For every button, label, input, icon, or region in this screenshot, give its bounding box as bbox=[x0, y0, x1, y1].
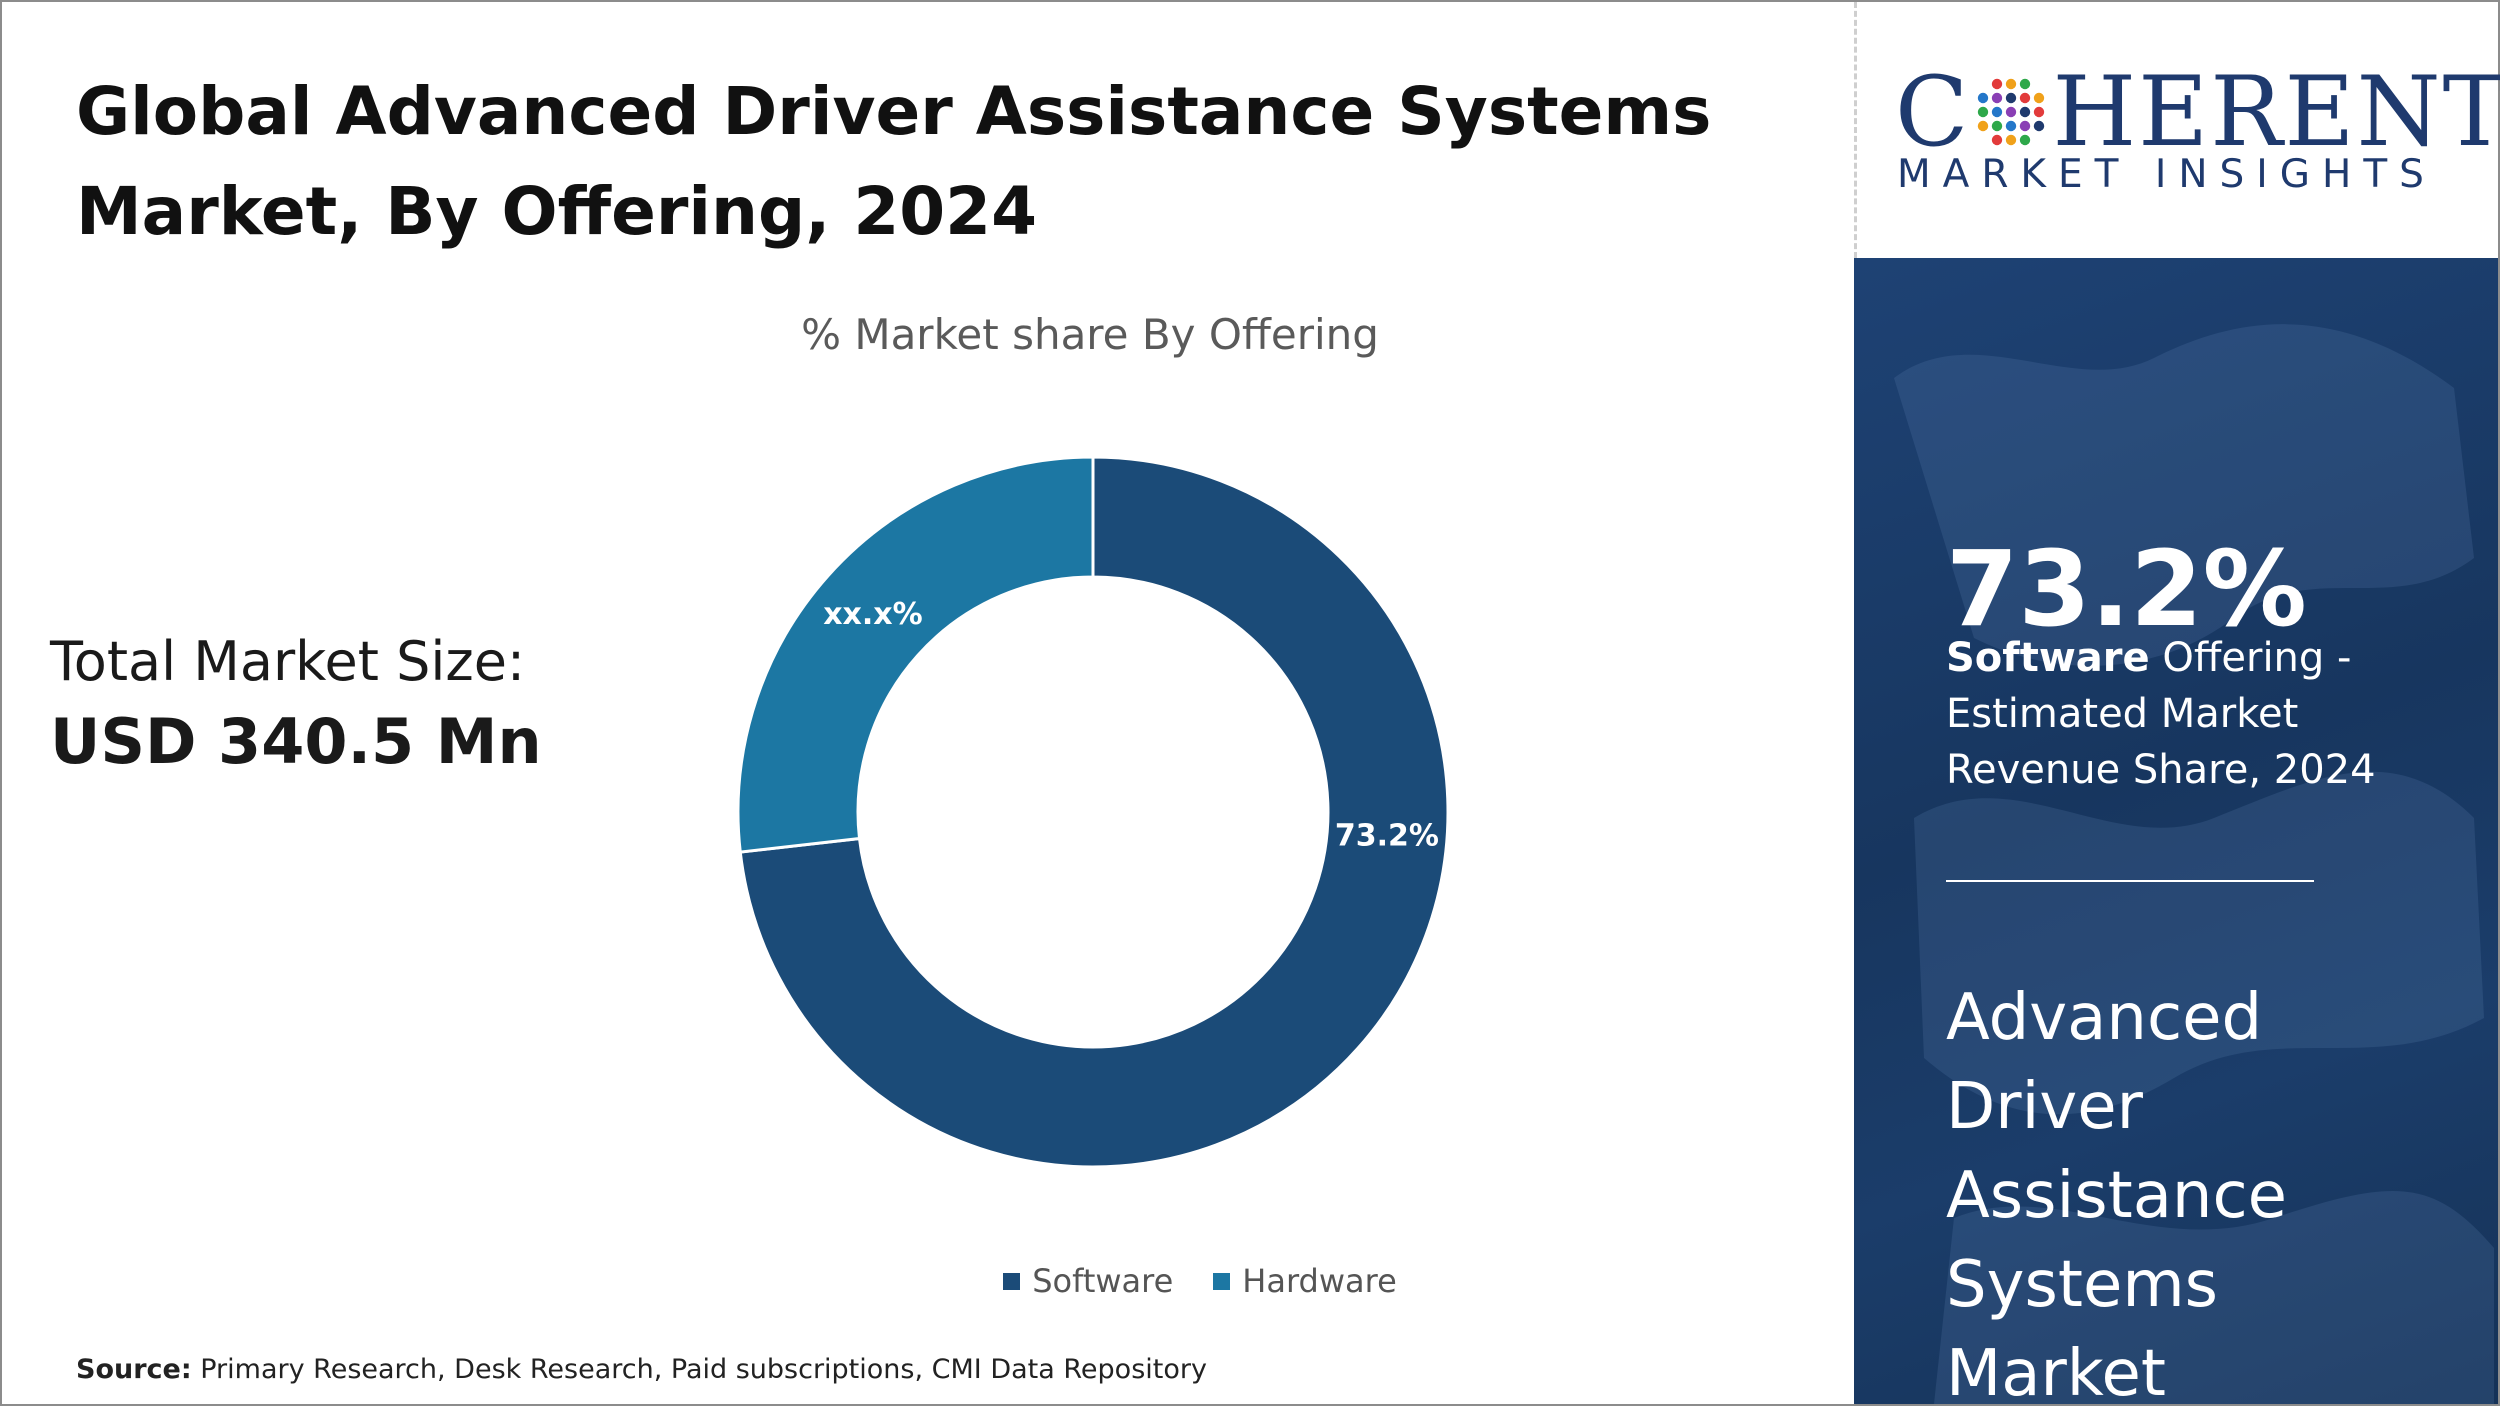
legend-label-software: Software bbox=[1032, 1262, 1174, 1300]
logo-letter-c: C bbox=[1895, 56, 1971, 168]
donut-label-software: 73.2% bbox=[1335, 819, 1439, 854]
total-market-label: Total Market Size: bbox=[50, 630, 526, 693]
logo-dot bbox=[1992, 106, 2003, 118]
logo-letters-herent: HERENT bbox=[2052, 56, 2500, 168]
chart-legend: Software Hardware bbox=[870, 1262, 1530, 1300]
panel-desc-rest: Offering - Estimated Market Revenue Shar… bbox=[1946, 635, 2376, 793]
logo-dot bbox=[1992, 120, 2003, 132]
logo-dot bbox=[2020, 120, 2031, 132]
logo-dot bbox=[1992, 92, 2003, 104]
logo-dot bbox=[2006, 106, 2017, 118]
logo-dot bbox=[2006, 78, 2017, 90]
panel-market-line: Assistance bbox=[1946, 1159, 2288, 1233]
panel-market-line: Systems bbox=[1946, 1248, 2218, 1322]
panel-market-line: Driver bbox=[1946, 1070, 2143, 1144]
source-label: Source: bbox=[76, 1354, 192, 1385]
chart-subtitle: % Market share By Offering bbox=[801, 310, 1379, 359]
coherent-logo: C HERENT MARKET INSIGHTS bbox=[1895, 62, 2500, 202]
panel-market-line: Advanced bbox=[1946, 981, 2263, 1055]
logo-dot bbox=[2034, 120, 2045, 132]
panel-stat-value: 73.2% bbox=[1946, 528, 2307, 650]
panel-divider bbox=[1946, 880, 2314, 882]
logo-dot bbox=[2020, 78, 2031, 90]
legend-swatch-hardware bbox=[1213, 1272, 1231, 1290]
logo-dot bbox=[2006, 120, 2017, 132]
logo-dot bbox=[1978, 106, 1989, 118]
legend-swatch-software bbox=[1003, 1272, 1021, 1290]
logo-dot bbox=[1978, 92, 1989, 104]
logo-dot bbox=[2020, 134, 2031, 146]
logo-dot bbox=[2006, 134, 2017, 146]
logo-wordmark: C HERENT bbox=[1895, 62, 2500, 162]
logo-dot bbox=[1978, 120, 1989, 132]
legend-item-software: Software bbox=[1003, 1262, 1173, 1300]
logo-dots-icon bbox=[1978, 78, 2045, 146]
logo-dot bbox=[1992, 78, 2003, 90]
source-note: Source: Primary Research, Desk Research,… bbox=[76, 1354, 1207, 1385]
legend-item-hardware: Hardware bbox=[1213, 1262, 1397, 1300]
highlight-panel: 73.2% Software Offering - Estimated Mark… bbox=[1854, 258, 2498, 1404]
panel-desc-bold: Software bbox=[1946, 635, 2150, 681]
logo-dot bbox=[2006, 92, 2017, 104]
source-text: Primary Research, Desk Research, Paid su… bbox=[200, 1354, 1207, 1385]
panel-market-line: Market bbox=[1946, 1337, 2166, 1404]
donut-chart: 73.2% xx.x% bbox=[736, 455, 1450, 1169]
donut-slice-software bbox=[738, 455, 1450, 1169]
logo-divider bbox=[1854, 2, 1857, 258]
legend-label-hardware: Hardware bbox=[1242, 1262, 1397, 1300]
chart-title: Global Advanced Driver Assistance System… bbox=[76, 73, 1712, 250]
panel-stat-description: Software Offering - Estimated Market Rev… bbox=[1946, 630, 2446, 798]
donut-label-hardware: xx.x% bbox=[823, 597, 923, 632]
total-market-value: USD 340.5 Mn bbox=[50, 705, 542, 778]
donut-slice-hardware bbox=[736, 455, 1095, 854]
logo-dot bbox=[2020, 106, 2031, 118]
logo-subtitle: MARKET INSIGHTS bbox=[1897, 152, 2436, 197]
panel-market-name: Advanced Driver Assistance Systems Marke… bbox=[1946, 974, 2466, 1404]
panel-map-texture bbox=[1894, 324, 2494, 1404]
logo-dot bbox=[2034, 92, 2045, 104]
logo-dot bbox=[1992, 134, 2003, 146]
logo-dot bbox=[2034, 106, 2045, 118]
logo-dot bbox=[2020, 92, 2031, 104]
